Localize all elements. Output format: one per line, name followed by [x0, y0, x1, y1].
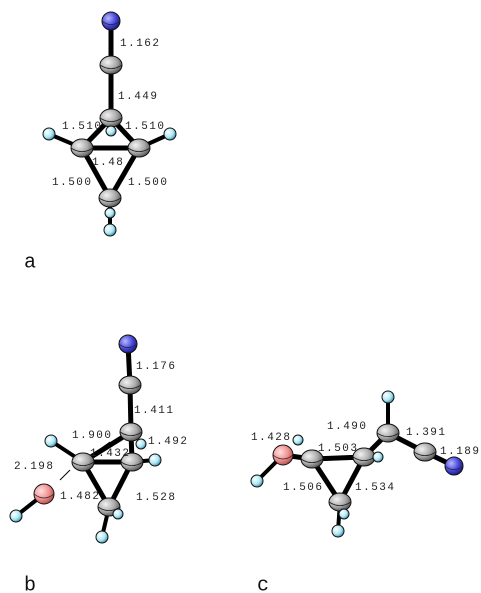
bond-length: 1.391 — [406, 427, 447, 439]
atom — [10, 510, 22, 522]
atom — [119, 376, 141, 394]
bond-length: 1.449 — [118, 91, 159, 103]
bond-length: 1.500 — [52, 177, 93, 189]
atom — [273, 445, 293, 465]
bond-length: 1.490 — [327, 421, 368, 433]
atom — [149, 454, 161, 466]
atom — [382, 391, 394, 403]
bond-length: 1.48 — [92, 157, 124, 169]
atom — [373, 452, 383, 462]
bond-length: 1.411 — [134, 405, 175, 417]
atom — [120, 423, 142, 441]
bond-length: 1.162 — [120, 38, 161, 50]
atom — [113, 509, 123, 519]
molecule-figure: 1.162 1.449 1.510 1.510 1.48 1.500 1.500 a 1.176… — [0, 0, 481, 593]
bond-length: 1.534 — [355, 482, 396, 494]
atom — [100, 109, 122, 127]
atom — [99, 189, 121, 207]
bond-length: 1.510 — [125, 121, 166, 133]
bond-length: 1.189 — [440, 446, 481, 458]
atom — [106, 126, 116, 136]
bond-length: 1.900 — [72, 430, 113, 442]
atom — [128, 139, 150, 157]
atom — [164, 128, 176, 140]
atom — [71, 139, 93, 157]
atom — [332, 525, 344, 537]
atom — [119, 335, 137, 353]
atom — [105, 208, 115, 218]
panel-label: c — [257, 574, 269, 593]
atom — [329, 493, 351, 511]
atom — [102, 12, 120, 30]
bond-length: 1.428 — [251, 432, 292, 444]
bond-length: 2.198 — [14, 461, 55, 473]
atom — [251, 475, 263, 487]
bond-length: 1.503 — [318, 443, 359, 455]
panel-label: a — [24, 251, 36, 274]
bond-length: 1.176 — [136, 361, 177, 373]
bond-length: 1.510 — [62, 121, 103, 133]
atom — [96, 531, 108, 543]
atoms — [10, 12, 463, 543]
atom — [445, 457, 463, 475]
bond-length: 1.528 — [136, 492, 177, 504]
atom — [100, 56, 122, 74]
panel-label: b — [24, 574, 36, 593]
atom — [136, 439, 146, 449]
bond-length: 1.432 — [90, 448, 131, 460]
bond-length: 1.500 — [128, 177, 169, 189]
atom — [339, 509, 349, 519]
bond-length: 1.492 — [148, 436, 189, 448]
labels: 1.162 1.449 1.510 1.510 1.48 1.500 1.500 a 1.176… — [14, 38, 481, 593]
contact-line — [60, 470, 70, 480]
atom — [34, 484, 54, 504]
bond-length: 1.506 — [283, 482, 324, 494]
atom — [104, 224, 116, 236]
atom — [43, 128, 55, 140]
atom — [414, 443, 436, 461]
atom — [377, 424, 399, 442]
bond-length: 1.482 — [60, 491, 101, 503]
atom — [45, 435, 57, 447]
atom — [293, 435, 303, 445]
